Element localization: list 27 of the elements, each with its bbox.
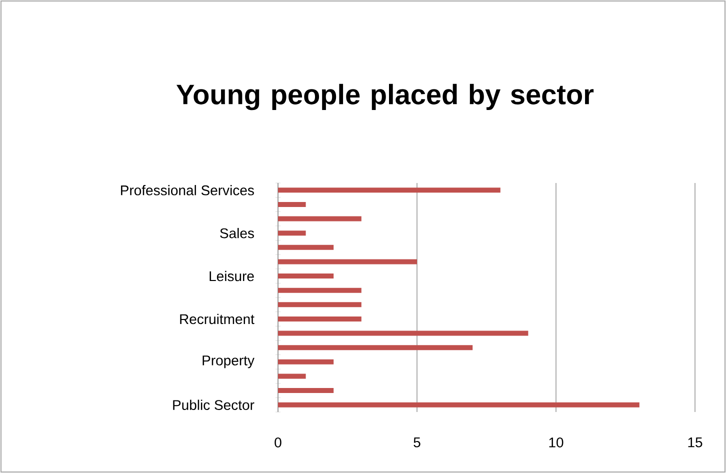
bar bbox=[278, 330, 528, 336]
x-tick-label: 5 bbox=[414, 438, 420, 448]
bar bbox=[278, 374, 306, 379]
bar bbox=[278, 188, 500, 193]
x-tick-label: 10 bbox=[549, 438, 564, 448]
bar bbox=[278, 259, 418, 264]
y-tick-label: Professional Services bbox=[121, 185, 254, 196]
x-tick-label: 15 bbox=[688, 438, 702, 448]
bar bbox=[278, 359, 334, 364]
bar bbox=[278, 230, 306, 236]
y-tick-label: Sales bbox=[220, 228, 254, 238]
bar bbox=[278, 402, 640, 408]
bar bbox=[278, 316, 362, 322]
chart-title: Young people placed by sector bbox=[176, 84, 594, 110]
y-tick-label: Recruitment bbox=[180, 314, 254, 324]
y-tick-label: Leisure bbox=[210, 270, 254, 282]
bar bbox=[278, 302, 362, 308]
y-tick-label: Property bbox=[202, 356, 254, 368]
bar bbox=[278, 202, 306, 207]
bar bbox=[278, 216, 362, 222]
bar bbox=[278, 274, 334, 279]
x-tick-label: 0 bbox=[274, 438, 282, 448]
bar bbox=[278, 388, 334, 394]
y-tick-label: Public Sector bbox=[173, 400, 254, 410]
bar bbox=[278, 345, 473, 350]
bar bbox=[278, 288, 362, 293]
bar bbox=[278, 244, 334, 250]
